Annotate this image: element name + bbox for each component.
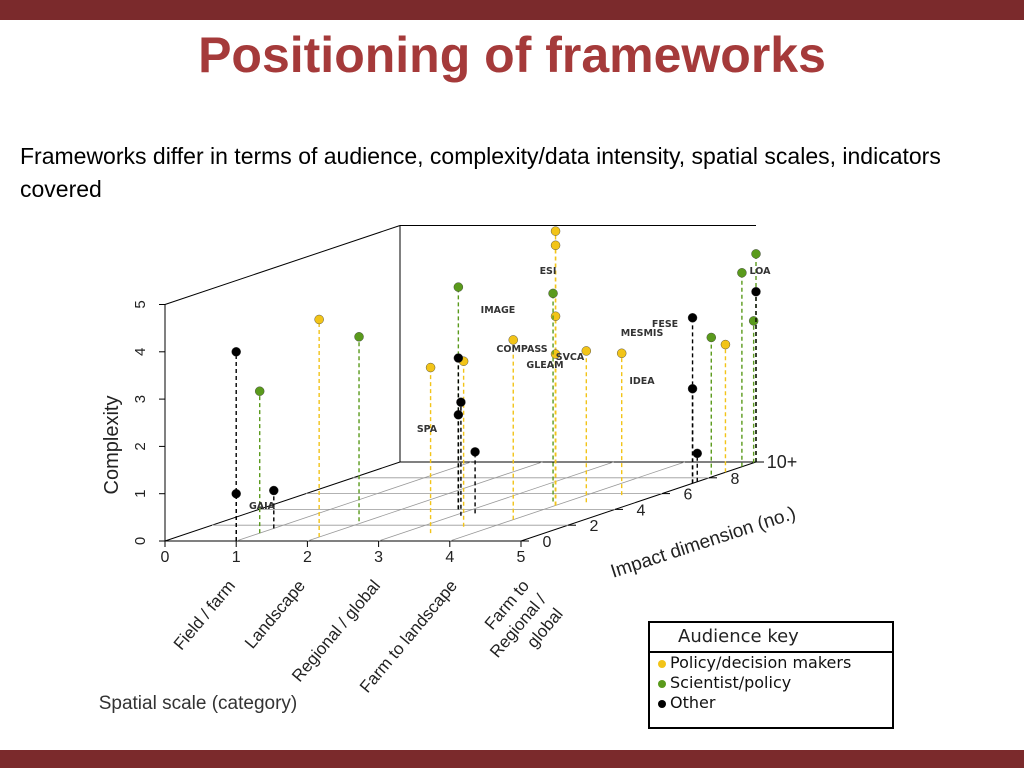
point-label: SVCA	[556, 352, 585, 363]
z-tick-label: 4	[132, 348, 149, 356]
data-point	[453, 353, 464, 363]
x-category-label: Landscape	[241, 576, 309, 652]
data-point	[692, 448, 702, 459]
y-tick-label: 4	[637, 502, 646, 519]
floor-grid-line	[449, 461, 685, 542]
z-tick-label: 3	[132, 395, 149, 403]
point-label: SPA	[417, 424, 438, 435]
data-point	[314, 314, 324, 325]
z-tick-label: 0	[132, 537, 149, 545]
floor-grid-line	[236, 461, 472, 542]
y-tick-label: 2	[590, 518, 599, 535]
data-point	[550, 226, 561, 236]
legend-other-swatch	[658, 699, 666, 708]
data-point	[617, 348, 627, 358]
bottom-accent-bar	[0, 750, 1024, 768]
legend-policy-label: Policy/decision makers	[670, 653, 852, 672]
data-point	[706, 332, 716, 343]
legend-other-label: Other	[670, 693, 716, 712]
legend-item-scientist: Scientist/policy	[650, 673, 892, 693]
legend-scientist-swatch	[658, 679, 666, 688]
x-tick-label: 0	[161, 549, 170, 566]
x-axis-title: Spatial scale (category)	[99, 693, 298, 714]
point-label: FESE	[652, 319, 678, 330]
z-tick-label: 5	[132, 300, 149, 308]
data-point	[456, 397, 466, 407]
data-point	[581, 346, 592, 356]
point-label: LOA	[750, 266, 772, 277]
data-point	[354, 332, 364, 342]
data-point	[508, 335, 518, 345]
x-tick-label: 5	[517, 549, 526, 566]
data-point	[737, 268, 747, 278]
data-point	[453, 282, 464, 292]
x-tick-label: 4	[445, 549, 454, 566]
box-edge	[164, 461, 401, 542]
data-point	[720, 339, 731, 350]
legend-item-other: Other	[650, 693, 892, 713]
point-label: MESMIS	[621, 328, 664, 339]
y-tick-label: 10+	[767, 452, 798, 472]
x-category-word: Landscape	[241, 576, 309, 652]
slide-subtitle: Frameworks differ in terms of audience, …	[20, 143, 941, 202]
x-category-word: Field / farm	[170, 576, 239, 653]
legend-scientist-label: Scientist/policy	[670, 673, 792, 692]
data-point	[255, 386, 265, 396]
point-label: COMPASS	[496, 344, 547, 355]
data-point	[550, 240, 561, 251]
data-points	[231, 226, 761, 541]
point-label: GAIA	[249, 501, 276, 512]
floor-grid	[212, 461, 709, 542]
data-point	[231, 347, 241, 357]
point-label: IMAGE	[481, 305, 516, 316]
z-tick-label: 2	[132, 442, 149, 450]
legend-title: Audience key	[650, 623, 892, 653]
x-category-label: Field / farm	[170, 576, 239, 653]
data-point	[548, 288, 558, 299]
data-point	[751, 287, 761, 297]
box-edge	[520, 461, 757, 542]
floor-grid-line	[378, 461, 614, 542]
data-point	[748, 316, 759, 326]
z-axis-title: Complexity	[101, 396, 123, 495]
point-label: IDEA	[629, 376, 655, 387]
z-tick-label: 1	[132, 490, 149, 498]
data-point	[687, 313, 698, 323]
x-tick-label: 1	[232, 549, 241, 566]
data-point	[751, 249, 761, 259]
legend-policy-swatch	[658, 659, 666, 668]
data-point	[269, 485, 279, 496]
point-label: ESI	[540, 266, 557, 277]
chart-box	[164, 225, 757, 542]
point-label: GLEAM	[526, 360, 563, 371]
x-tick-label: 3	[374, 549, 383, 566]
legend-item-policy: Policy/decision makers	[650, 653, 892, 673]
y-tick-label: 6	[684, 487, 693, 504]
y-tick-label: 0	[543, 534, 552, 551]
data-point	[687, 384, 698, 394]
data-point	[425, 362, 436, 373]
slide-title: Positioning of frameworks	[198, 27, 826, 83]
floor-grid-line	[307, 461, 543, 542]
x-tick-label: 2	[303, 549, 312, 566]
y-tick-label: 8	[731, 471, 740, 488]
audience-legend: Audience key Policy/decision makers Scie…	[648, 621, 894, 729]
box-edge	[164, 225, 401, 305]
data-point	[470, 447, 480, 457]
top-accent-bar	[0, 0, 1024, 20]
